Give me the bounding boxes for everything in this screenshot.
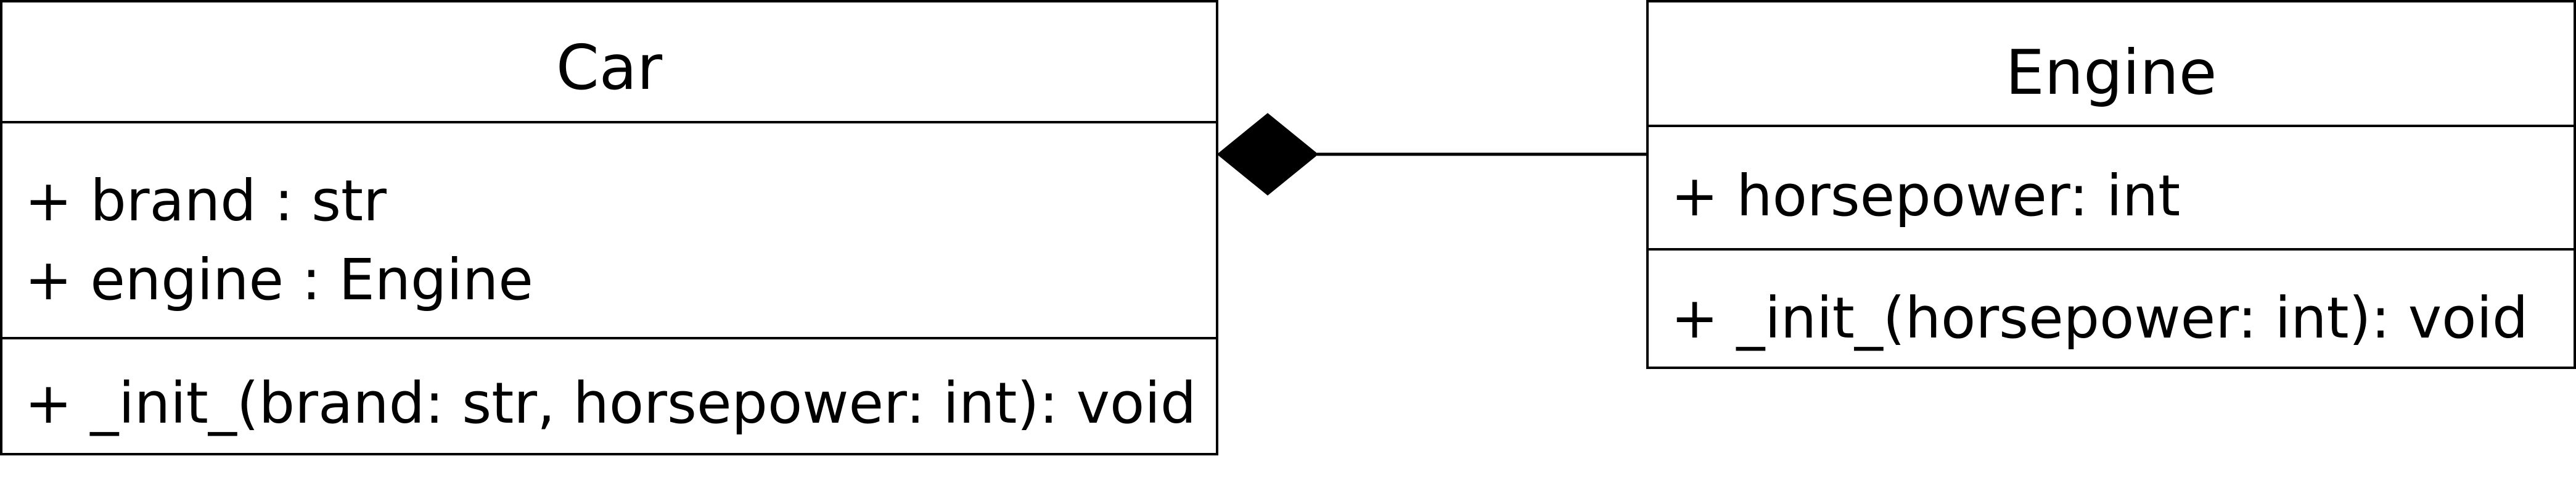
attribute-brand: + brand : str bbox=[25, 168, 387, 234]
class-name-engine: Engine bbox=[2005, 36, 2217, 109]
engine-attributes-compartment: + horsepower: int bbox=[1649, 125, 2574, 248]
car-attributes-compartment: + brand : str + engine : Engine bbox=[2, 121, 1216, 337]
operation-car-init: + _init_(brand: str, horsepower: int): v… bbox=[25, 370, 1197, 436]
car-class-box[interactable]: Car + brand : str + engine : Engine + _i… bbox=[0, 0, 1218, 455]
attribute-horsepower: + horsepower: int bbox=[1671, 163, 2181, 229]
engine-operations-compartment: + _init_(horsepower: int): void bbox=[1649, 248, 2574, 367]
attribute-engine: + engine : Engine bbox=[25, 247, 533, 313]
engine-class-box[interactable]: Engine + horsepower: int + _init_(horsep… bbox=[1646, 0, 2576, 369]
operation-engine-init: + _init_(horsepower: int): void bbox=[1671, 285, 2529, 351]
composition-diamond-icon bbox=[1216, 113, 1319, 196]
car-operations-compartment: + _init_(brand: str, horsepower: int): v… bbox=[2, 337, 1216, 453]
class-name-car: Car bbox=[556, 31, 663, 104]
